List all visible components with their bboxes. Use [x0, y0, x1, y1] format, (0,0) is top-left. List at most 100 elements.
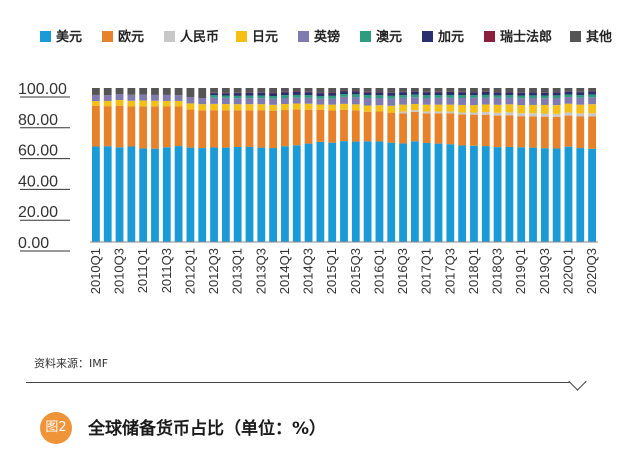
bar-segment — [210, 95, 218, 98]
bar-segment — [210, 103, 218, 111]
legend-label: 瑞士法郎 — [500, 30, 553, 45]
bar-segment — [410, 141, 419, 242]
bar-segment — [186, 103, 195, 110]
bar-stack — [328, 88, 337, 242]
bar-segment — [564, 88, 573, 92]
bar-stack — [151, 88, 159, 242]
legend-swatch — [40, 31, 51, 42]
bar-segment — [233, 146, 242, 242]
bar-segment — [588, 113, 596, 117]
bar-stack — [387, 88, 396, 242]
bar-segment — [245, 88, 254, 93]
x-tick-label: 2011Q1 — [135, 248, 150, 293]
bar-segment — [210, 110, 218, 148]
bar-segment — [186, 97, 195, 104]
bar-segment — [481, 94, 490, 98]
bar-segment — [351, 88, 360, 92]
bar-segment — [92, 94, 100, 102]
x-tick-label: 2010Q3 — [112, 248, 127, 294]
bar-segment — [103, 88, 112, 96]
bar-stack — [103, 88, 112, 242]
bar-segment — [470, 114, 478, 146]
bar-segment — [139, 148, 148, 242]
bar-segment — [529, 116, 537, 148]
bar-segment — [517, 95, 526, 99]
bar-segment — [446, 92, 455, 96]
x-tick-label: 2015Q3 — [348, 248, 363, 294]
bar-segment — [588, 148, 596, 242]
bar-segment — [363, 98, 372, 106]
bar-segment — [446, 144, 455, 242]
bar-segment — [588, 97, 596, 105]
bar-segment — [458, 112, 467, 115]
bar-segment — [210, 147, 218, 242]
bar-segment — [92, 88, 100, 95]
bar-segment — [540, 95, 549, 99]
bar-segment — [399, 113, 407, 144]
bar-segment — [328, 104, 337, 111]
bar-segment — [422, 98, 431, 105]
bar-segment — [281, 92, 289, 96]
legend-label: 人民币 — [180, 30, 220, 45]
bar-segment — [245, 146, 254, 242]
bar-segment — [233, 104, 242, 111]
bar-stack — [351, 88, 360, 242]
x-tick-label: 2015Q1 — [324, 248, 339, 294]
bar-segment — [505, 97, 514, 105]
bar-segment — [481, 92, 490, 95]
bar-segment — [505, 112, 514, 116]
bar-segment — [151, 148, 159, 242]
bar-stack — [127, 88, 136, 242]
bar-segment — [292, 97, 301, 104]
bar-segment — [292, 88, 301, 92]
bar-stack — [564, 88, 573, 242]
bar-segment — [103, 95, 112, 101]
bar-segment — [422, 111, 431, 114]
bar-segment — [576, 113, 585, 117]
bar-segment — [446, 104, 455, 112]
bar-stack — [517, 88, 526, 242]
bar-segment — [517, 88, 526, 93]
x-tick-label: 2011Q3 — [159, 248, 174, 293]
bar-segment — [198, 98, 207, 105]
bar-segment — [458, 145, 467, 242]
bar-stack — [269, 88, 278, 242]
bar-segment — [540, 148, 549, 242]
bar-segment — [316, 93, 325, 97]
bar-segment — [576, 104, 585, 114]
bar-segment — [316, 96, 325, 99]
bar-segment — [493, 95, 502, 98]
bar-segment — [399, 104, 407, 112]
bar-segment — [269, 104, 278, 111]
legend-swatch — [422, 31, 433, 42]
bar-segment — [422, 95, 431, 99]
bar-segment — [269, 110, 278, 149]
bar-stack — [245, 88, 254, 242]
bar-segment — [493, 104, 502, 113]
bar-segment — [517, 113, 526, 117]
bar-segment — [375, 141, 384, 242]
bar-segment — [340, 141, 348, 242]
bar-segment — [281, 110, 289, 147]
bar-segment — [328, 88, 337, 93]
bar-segment — [387, 98, 396, 106]
figure-title: 全球储备货币占比（单位：%） — [88, 419, 327, 439]
bar-segment — [328, 92, 337, 96]
bar-stack — [92, 88, 100, 242]
bar-segment — [233, 95, 242, 99]
bar-segment — [458, 114, 467, 146]
bar-segment — [422, 104, 431, 112]
bar-segment — [410, 94, 419, 98]
bar-segment — [481, 146, 490, 242]
x-tick-label: 2014Q1 — [277, 248, 292, 294]
bar-segment — [434, 111, 443, 114]
legend-item: 瑞士法郎 — [484, 28, 552, 48]
bar-stack — [505, 88, 514, 242]
bar-segment — [162, 147, 171, 242]
bar-stack — [210, 88, 218, 242]
bar-segment — [269, 96, 278, 99]
bar-segment — [103, 106, 112, 147]
legend-item: 加元 — [422, 28, 464, 48]
bar-segment — [127, 106, 136, 147]
bar-segment — [245, 92, 254, 96]
